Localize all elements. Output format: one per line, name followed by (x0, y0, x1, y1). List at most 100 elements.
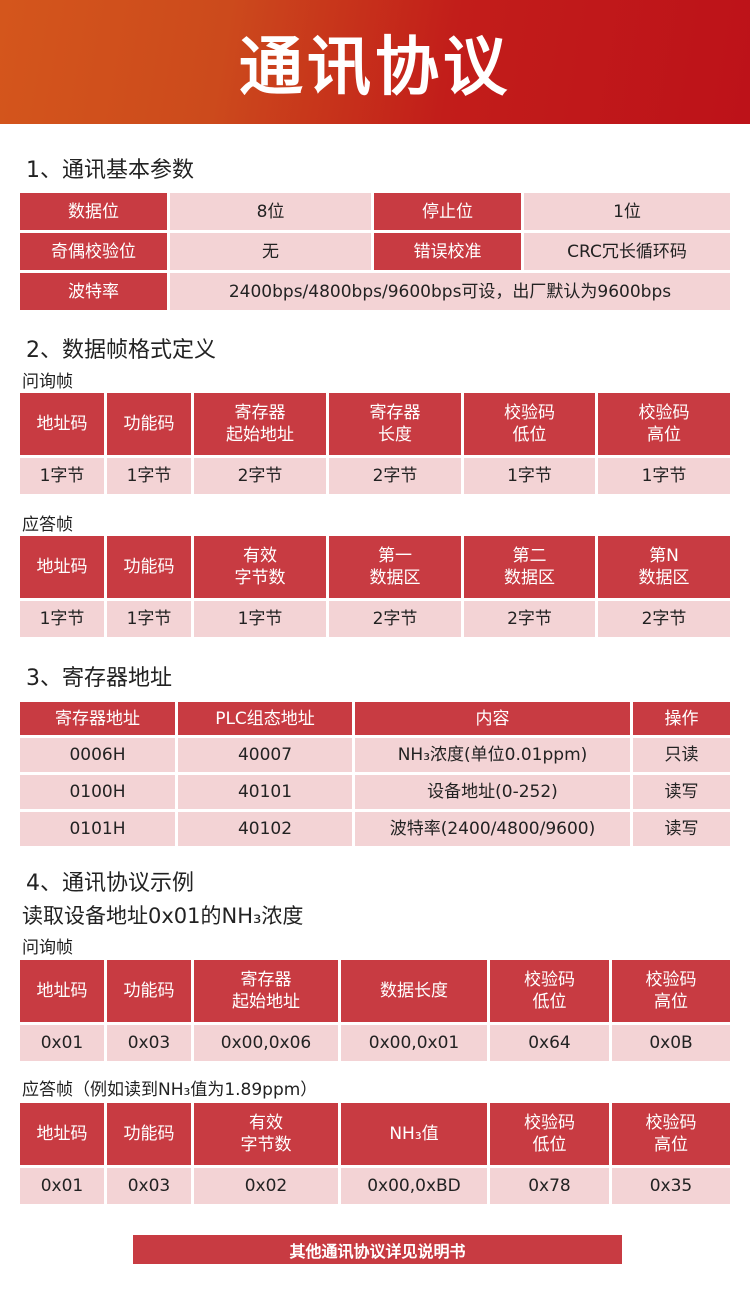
page-title: 通讯协议 (239, 31, 511, 105)
column-header: 内容 (355, 702, 630, 735)
header-row: 地址码 功能码 寄存器 起始地址 数据长度 校验码 低位 校验码 高位 (20, 960, 730, 1022)
header-row: 地址码 功能码 寄存器 起始地址 寄存器 长度 校验码 低位 校验码 高位 (20, 393, 730, 455)
table-row: 1字节 1字节 1字节 2字节 2字节 2字节 (20, 601, 730, 637)
table-cell: 1字节 (20, 601, 104, 637)
header-row: 地址码 功能码 有效 字节数 NH₃值 校验码 低位 校验码 高位 (20, 1103, 730, 1165)
table-cell: NH₃浓度(单位0.01ppm) (355, 738, 630, 772)
table-row: 0100H 40101 设备地址(0-252) 读写 (20, 775, 730, 809)
column-header: 校验码 高位 (612, 1103, 730, 1165)
table-row: 0006H 40007 NH₃浓度(单位0.01ppm) 只读 (20, 738, 730, 772)
table-cell: 0006H (20, 738, 175, 772)
stop-bits-value: 1位 (524, 193, 730, 230)
baud-label: 波特率 (20, 273, 167, 310)
table-cell: 0x00,0x01 (341, 1025, 487, 1061)
title-banner: 通讯协议 (0, 0, 750, 124)
table-cell: 0x78 (490, 1168, 609, 1204)
table-cell: 读写 (633, 812, 730, 846)
column-header: 第一 数据区 (329, 536, 461, 598)
column-header: 数据长度 (341, 960, 487, 1022)
table-row: 0x01 0x03 0x00,0x06 0x00,0x01 0x64 0x0B (20, 1025, 730, 1061)
stop-bits-label: 停止位 (374, 193, 521, 230)
column-header: PLC组态地址 (178, 702, 352, 735)
table-cell: 2字节 (329, 458, 461, 494)
column-header: 校验码 低位 (490, 960, 609, 1022)
table-cell: 40101 (178, 775, 352, 809)
parity-value: 无 (170, 233, 371, 270)
column-header: 寄存器地址 (20, 702, 175, 735)
column-header: 校验码 低位 (464, 393, 595, 455)
column-header: 功能码 (107, 393, 191, 455)
table-row: 1字节 1字节 2字节 2字节 1字节 1字节 (20, 458, 730, 494)
section4-title: 4、通讯协议示例 (26, 871, 194, 896)
column-header: 校验码 高位 (598, 393, 730, 455)
column-header: 寄存器 长度 (329, 393, 461, 455)
error-check-value: CRC冗长循环码 (524, 233, 730, 270)
section4-subtitle: 读取设备地址0x01的NH₃浓度 (22, 904, 304, 928)
section3-title: 3、寄存器地址 (26, 666, 172, 691)
table-cell: 0x00,0xBD (341, 1168, 487, 1204)
column-header: 操作 (633, 702, 730, 735)
column-header: 功能码 (107, 1103, 191, 1165)
error-check-label: 错误校准 (374, 233, 521, 270)
header-row: 寄存器地址 PLC组态地址 内容 操作 (20, 702, 730, 735)
table-cell: 只读 (633, 738, 730, 772)
table-cell: 0x35 (612, 1168, 730, 1204)
example-reply-label: 应答帧（例如读到NH₃值为1.89ppm） (22, 1080, 318, 1100)
column-header: 寄存器 起始地址 (194, 393, 326, 455)
example-inquiry-table: 地址码 功能码 寄存器 起始地址 数据长度 校验码 低位 校验码 高位 0x01 0x03 0x… (17, 957, 733, 1064)
table-cell: 1字节 (107, 601, 191, 637)
column-header: 地址码 (20, 960, 104, 1022)
table-cell: 1字节 (194, 601, 326, 637)
table-cell: 2字节 (598, 601, 730, 637)
table-cell: 1字节 (464, 458, 595, 494)
column-header: 功能码 (107, 536, 191, 598)
table-row: 0x01 0x03 0x02 0x00,0xBD 0x78 0x35 (20, 1168, 730, 1204)
inquiry-frame-table: 地址码 功能码 寄存器 起始地址 寄存器 长度 校验码 低位 校验码 高位 1字节 1字节 2字… (17, 390, 733, 497)
example-reply-table: 地址码 功能码 有效 字节数 NH₃值 校验码 低位 校验码 高位 0x01 0x03 0x02… (17, 1100, 733, 1207)
example-inquiry-label: 问询帧 (22, 938, 73, 958)
table-cell: 0x01 (20, 1025, 104, 1061)
table-cell: 0x03 (107, 1025, 191, 1061)
table-row: 0101H 40102 波特率(2400/4800/9600) 读写 (20, 812, 730, 846)
table-cell: 0100H (20, 775, 175, 809)
table-cell: 40007 (178, 738, 352, 772)
column-header: 有效 字节数 (194, 536, 326, 598)
column-header: NH₃值 (341, 1103, 487, 1165)
table-cell: 读写 (633, 775, 730, 809)
table-cell: 2字节 (329, 601, 461, 637)
table-cell: 0x01 (20, 1168, 104, 1204)
data-bits-label: 数据位 (20, 193, 167, 230)
table-cell: 0x00,0x06 (194, 1025, 338, 1061)
table-cell: 0x64 (490, 1025, 609, 1061)
table-cell: 1字节 (598, 458, 730, 494)
table-cell: 1字节 (20, 458, 104, 494)
table-cell: 0x02 (194, 1168, 338, 1204)
table-cell: 2字节 (194, 458, 326, 494)
baud-value: 2400bps/4800bps/9600bps可设，出厂默认为9600bps (170, 273, 730, 310)
table-cell: 波特率(2400/4800/9600) (355, 812, 630, 846)
column-header: 功能码 (107, 960, 191, 1022)
column-header: 校验码 低位 (490, 1103, 609, 1165)
data-bits-value: 8位 (170, 193, 371, 230)
column-header: 地址码 (20, 536, 104, 598)
table-cell: 设备地址(0-252) (355, 775, 630, 809)
column-header: 第N 数据区 (598, 536, 730, 598)
basic-params-table: 数据位 8位 停止位 1位 奇偶校验位 无 错误校准 CRC冗长循环码 波特率 … (17, 190, 733, 313)
column-header: 地址码 (20, 393, 104, 455)
column-header: 地址码 (20, 1103, 104, 1165)
register-table: 寄存器地址 PLC组态地址 内容 操作 0006H 40007 NH₃浓度(单位0.01pp… (17, 699, 733, 849)
column-header: 寄存器 起始地址 (194, 960, 338, 1022)
column-header: 第二 数据区 (464, 536, 595, 598)
inquiry-frame-label: 问询帧 (22, 372, 73, 392)
column-header: 校验码 高位 (612, 960, 730, 1022)
parity-label: 奇偶校验位 (20, 233, 167, 270)
reply-frame-table: 地址码 功能码 有效 字节数 第一 数据区 第二 数据区 第N 数据区 1字节 1字节 1字节 2… (17, 533, 733, 640)
section1-title: 1、通讯基本参数 (26, 158, 194, 183)
table-cell: 2字节 (464, 601, 595, 637)
reply-frame-label: 应答帧 (22, 515, 73, 535)
table-cell: 0x0B (612, 1025, 730, 1061)
table-cell: 1字节 (107, 458, 191, 494)
column-header: 有效 字节数 (194, 1103, 338, 1165)
table-cell: 0x03 (107, 1168, 191, 1204)
table-cell: 0101H (20, 812, 175, 846)
